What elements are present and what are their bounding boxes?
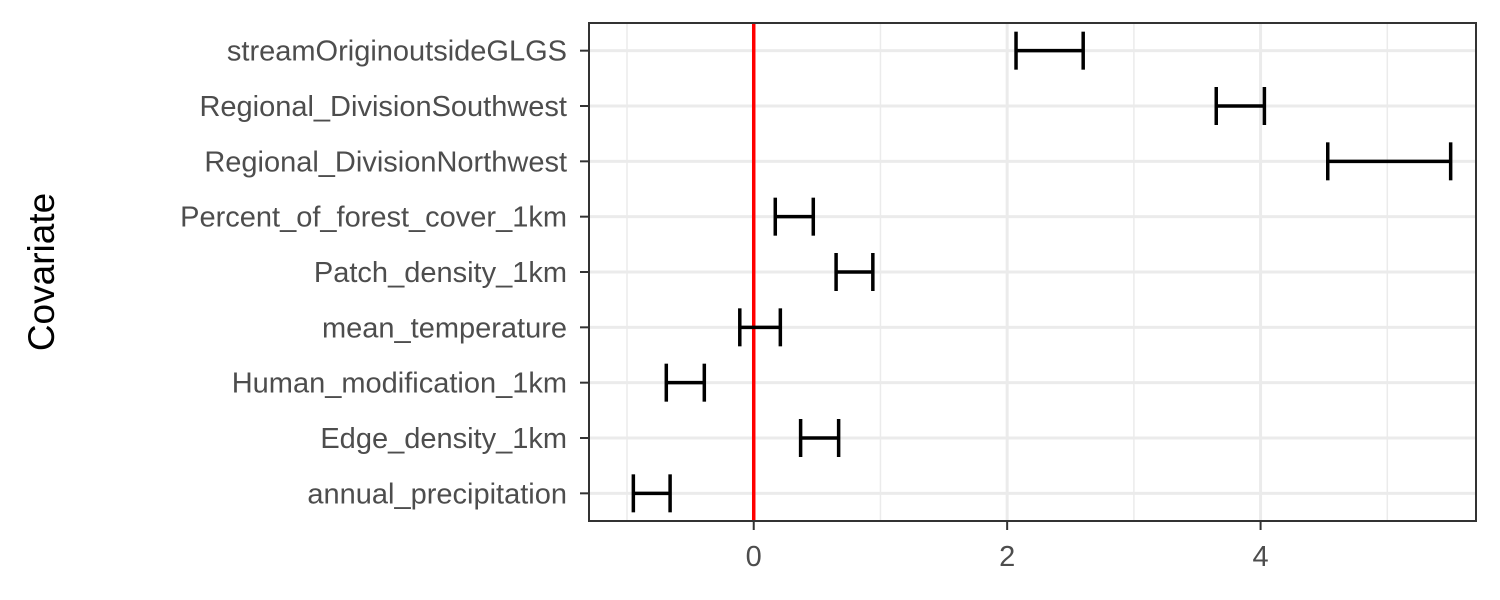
y-tick-label: Patch_density_1km: [314, 257, 567, 289]
x-tick-label: 4: [1253, 541, 1269, 573]
y-tick-label: streamOriginoutsideGLGS: [227, 36, 567, 68]
x-axis-ticks: 0 2 4: [746, 521, 1269, 573]
y-axis-ticks: annual_precipitation Edge_density_1km Huma…: [180, 36, 589, 510]
y-tick-label: mean_temperature: [322, 312, 567, 344]
y-tick-label: Regional_DivisionNorthwest: [204, 146, 567, 178]
major-gridlines: [589, 23, 1476, 521]
errorbar-Edge_density_1km: [798, 419, 841, 457]
errorbar-Regional_DivisionNorthwest: [1325, 142, 1453, 181]
x-tick-label: 2: [999, 541, 1015, 573]
y-tick-label: Regional_DivisionSouthwest: [199, 91, 567, 123]
errorbar-Percent_of_forest_cover_1km: [773, 197, 816, 236]
errorbars-group: [631, 31, 1453, 513]
errorbar-Regional_DivisionSouthwest: [1214, 87, 1267, 125]
y-tick-label: annual_precipitation: [307, 478, 567, 510]
errorbar-mean_temperature: [738, 308, 783, 347]
errorbar-Patch_density_1km: [834, 253, 875, 291]
errorbar-streamOriginoutsideGLGS: [1014, 31, 1085, 70]
errorbar-Human_modification_1km: [664, 363, 707, 402]
y-tick-label: Human_modification_1km: [232, 368, 567, 400]
y-axis-title: Covariate: [21, 193, 62, 351]
x-tick-label: 0: [746, 541, 762, 573]
y-tick-label: Percent_of_forest_cover_1km: [180, 202, 567, 234]
y-tick-label: Edge_density_1km: [320, 423, 567, 455]
errorbar-annual_precipitation: [631, 474, 672, 513]
